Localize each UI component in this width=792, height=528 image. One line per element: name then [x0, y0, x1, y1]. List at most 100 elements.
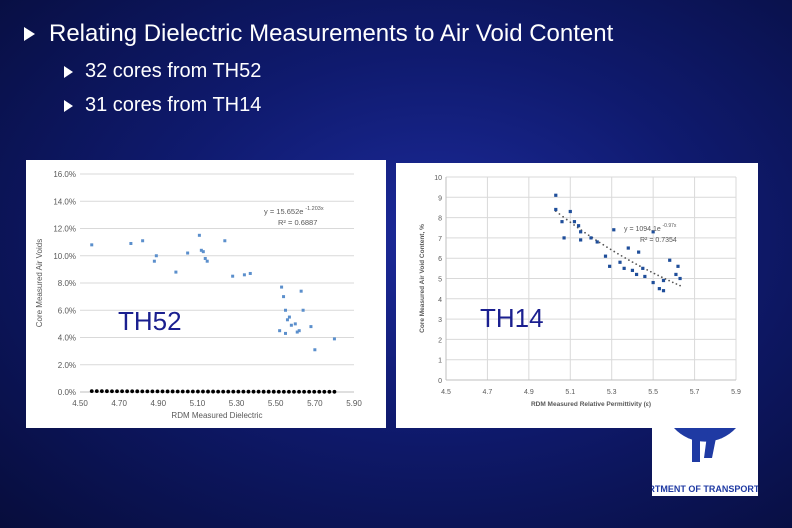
- x-tick-label: 5.50: [268, 399, 284, 408]
- trendline-dot: [613, 250, 616, 253]
- data-point: [612, 228, 616, 232]
- data-point: [576, 224, 581, 228]
- data-point: [309, 325, 313, 329]
- trendline-dot: [211, 389, 215, 394]
- y-tick-label: 1: [438, 358, 442, 365]
- x-tick-label: 5.5: [648, 389, 658, 396]
- x-axis-label: RDM Measured Dielectric: [171, 411, 262, 420]
- data-point: [313, 348, 317, 352]
- data-point: [579, 238, 583, 242]
- trendline-dot: [671, 281, 674, 284]
- trendline-dot: [573, 224, 575, 226]
- data-point: [554, 193, 558, 197]
- trendline-dot: [261, 389, 266, 394]
- data-point: [554, 207, 558, 212]
- chart-panel-th14: 0 1 2 3 4 5 6 7 8 9 10 4.5 4.7 4.9 5.1 5.3 5.5 5.7 5.9 RDM …: [396, 163, 758, 428]
- x-tick-label: 4.7: [483, 389, 493, 396]
- trendline-dot: [125, 389, 130, 394]
- y-tick-label: 6: [438, 256, 442, 263]
- trendline-dot: [256, 389, 261, 394]
- trendline-dot: [231, 389, 236, 394]
- trendline-dot: [565, 218, 568, 221]
- data-point: [608, 264, 612, 268]
- trendline-dot: [638, 265, 641, 267]
- data-point: [285, 318, 289, 322]
- data-point: [560, 220, 564, 224]
- data-point: [579, 230, 583, 234]
- chart-th52: 0.0% 2.0% 4.0% 6.0% 8.0% 10.0% 12.0% 14.0% 16.0%…: [35, 170, 362, 420]
- data-point: [154, 254, 158, 258]
- y-tick-label: 2: [438, 337, 442, 344]
- x-tick-label: 5.10: [190, 399, 206, 408]
- data-point: [651, 230, 655, 234]
- trendline-dot: [120, 389, 124, 394]
- trendline-dot: [175, 389, 180, 394]
- chart-panel-th52: 0.0% 2.0% 4.0% 6.0% 8.0% 10.0% 12.0% 14.0% 16.0%…: [26, 160, 386, 428]
- trendline-dot: [624, 257, 627, 259]
- y-tick-label: 0: [438, 378, 442, 385]
- y-tick-label: 5: [438, 277, 442, 284]
- y-tick-label: 3: [438, 317, 442, 324]
- data-point: [641, 266, 645, 270]
- x-tick-label: 4.70: [111, 399, 127, 408]
- data-point: [674, 272, 678, 277]
- data-point: [657, 287, 661, 291]
- data-point: [634, 272, 639, 277]
- trendline-dot: [598, 241, 601, 244]
- logo-arc: [674, 428, 736, 442]
- arrow-bullet-icon: [64, 99, 73, 112]
- data-point: [301, 308, 305, 312]
- slide-title: Relating Dielectric Measurements to Air …: [49, 20, 614, 47]
- y-tick-label: 0.0%: [58, 388, 76, 397]
- data-point: [284, 308, 287, 312]
- y-tick-label: 4: [438, 297, 442, 304]
- trendline-dot: [251, 389, 256, 394]
- data-point: [287, 315, 291, 319]
- trendline-dot: [302, 389, 306, 394]
- trendline-dot: [675, 283, 678, 285]
- data-point: [678, 276, 682, 281]
- data-point: [568, 209, 572, 214]
- trendline-dot: [226, 389, 231, 394]
- data-point: [676, 264, 680, 268]
- chart-th14: 0 1 2 3 4 5 6 7 8 9 10 4.5 4.7 4.9 5.1 5.3 5.5 5.7 5.9 RDM …: [419, 175, 741, 408]
- r-squared-label: R² = 0.7354: [640, 237, 677, 244]
- data-point: [622, 266, 626, 270]
- logo-stroke: [704, 428, 718, 458]
- data-point: [199, 248, 203, 252]
- trendline-dot: [606, 246, 608, 249]
- y-tick-label: 4.0%: [58, 334, 76, 343]
- trendline-dot: [569, 221, 572, 224]
- x-tick-label: 4.5: [441, 389, 451, 396]
- trendline-dot: [180, 389, 185, 394]
- trendline-dot: [221, 389, 226, 394]
- data-point: [223, 239, 227, 243]
- y-tick-label: 8.0%: [58, 279, 76, 288]
- trendline-dot: [292, 389, 296, 394]
- trendline-dot: [602, 243, 605, 246]
- data-point: [572, 220, 577, 224]
- bullet-text-th52: 32 cores from TH52: [85, 60, 262, 82]
- trendline-dot: [165, 389, 170, 394]
- trendline-dot: [185, 389, 190, 394]
- y-tick-label: 10: [434, 175, 442, 182]
- trendline-dot: [660, 276, 663, 279]
- y-axis-label: Core Measured Air Void Content, %: [419, 224, 426, 333]
- y-tick-label: 8: [438, 216, 442, 223]
- arrow-bullet-icon: [64, 65, 73, 78]
- data-point: [197, 233, 201, 237]
- trendline-dot: [140, 389, 145, 394]
- trendline-dot: [281, 389, 286, 394]
- data-point: [141, 239, 145, 243]
- trendline-equation: y = 15.652e: [264, 207, 303, 216]
- trendline-dot: [297, 389, 301, 394]
- x-tick-label: 5.7: [690, 389, 700, 396]
- trendline-dot: [631, 261, 634, 264]
- trendline-dot: [609, 248, 612, 251]
- data-point: [293, 322, 297, 326]
- y-tick-label: 6.0%: [58, 306, 76, 315]
- x-tick-label: 4.90: [150, 399, 166, 408]
- logo-text: EPARTMENT OF TRANSPORTATIO: [652, 484, 758, 494]
- trendline-dot: [617, 252, 619, 255]
- trendline-dot: [99, 389, 104, 394]
